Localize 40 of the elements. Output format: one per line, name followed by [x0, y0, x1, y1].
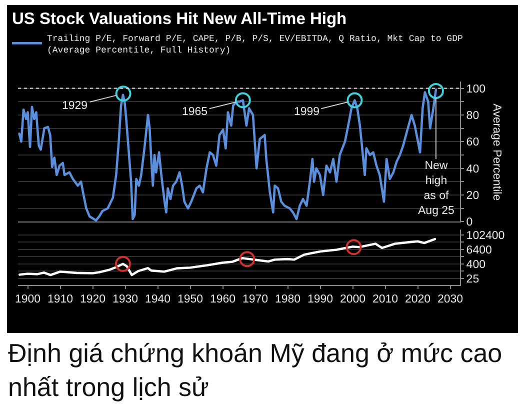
x-tick-label: 1900	[14, 294, 41, 306]
line-series	[18, 238, 436, 276]
text: Định giá chứng khoán Mỹ đang ở mức cao nhất trong lịch sử	[8, 338, 502, 402]
y-tick-label: 0	[466, 216, 473, 229]
x-tick-label: 1910	[47, 294, 74, 306]
y-tick-label: 20	[466, 190, 480, 202]
annotation: 1999	[294, 106, 320, 118]
x-tick-label: 1970	[242, 294, 268, 306]
y-axis-title: Average Percentile	[490, 104, 503, 201]
x-tick-label: 1980	[274, 294, 301, 306]
y-tick-label: 80	[466, 110, 480, 122]
point	[115, 86, 132, 102]
x-tick-label: 2030	[437, 294, 464, 306]
x-tick-label: 1940	[144, 294, 171, 306]
x-tick-label: 1990	[307, 294, 334, 306]
y-tick-label: 25	[466, 273, 480, 286]
annotation: 1929	[62, 100, 88, 112]
y-tick-label: 40	[466, 163, 480, 176]
point	[428, 82, 444, 99]
chart-title: US Stock Valuations Hit New All-Time High	[12, 10, 347, 28]
x-tick-label: 1920	[80, 294, 106, 306]
x-tick-label: 1930	[112, 294, 138, 306]
annotation: 1965	[182, 106, 208, 118]
x-tick-label: 2010	[372, 294, 398, 306]
y-tick-label: 102400	[466, 230, 505, 242]
x-tick-label: 1960	[210, 294, 236, 306]
y-tick-label: 100	[466, 83, 486, 96]
point	[346, 92, 363, 108]
point	[114, 256, 131, 272]
x-tick-label: 2020	[404, 294, 431, 306]
y-tick-label: 400	[466, 258, 486, 271]
legend-label: Trailing P/E, Forward P/E, CAPE, P/B, P/S, EV/EBITDA, Q Ratio, Mkt Cap to GDP (Average Percentile, Full History)	[47, 34, 463, 56]
y-tick-label: 6400	[466, 244, 492, 256]
x-tick-label: 2000	[340, 294, 366, 306]
point	[234, 92, 251, 108]
point	[346, 239, 362, 256]
point	[239, 251, 256, 268]
annotation: New high as of Aug 25	[418, 160, 454, 217]
x-tick-label: 1950	[177, 294, 204, 306]
y-tick-label: 60	[466, 136, 480, 149]
